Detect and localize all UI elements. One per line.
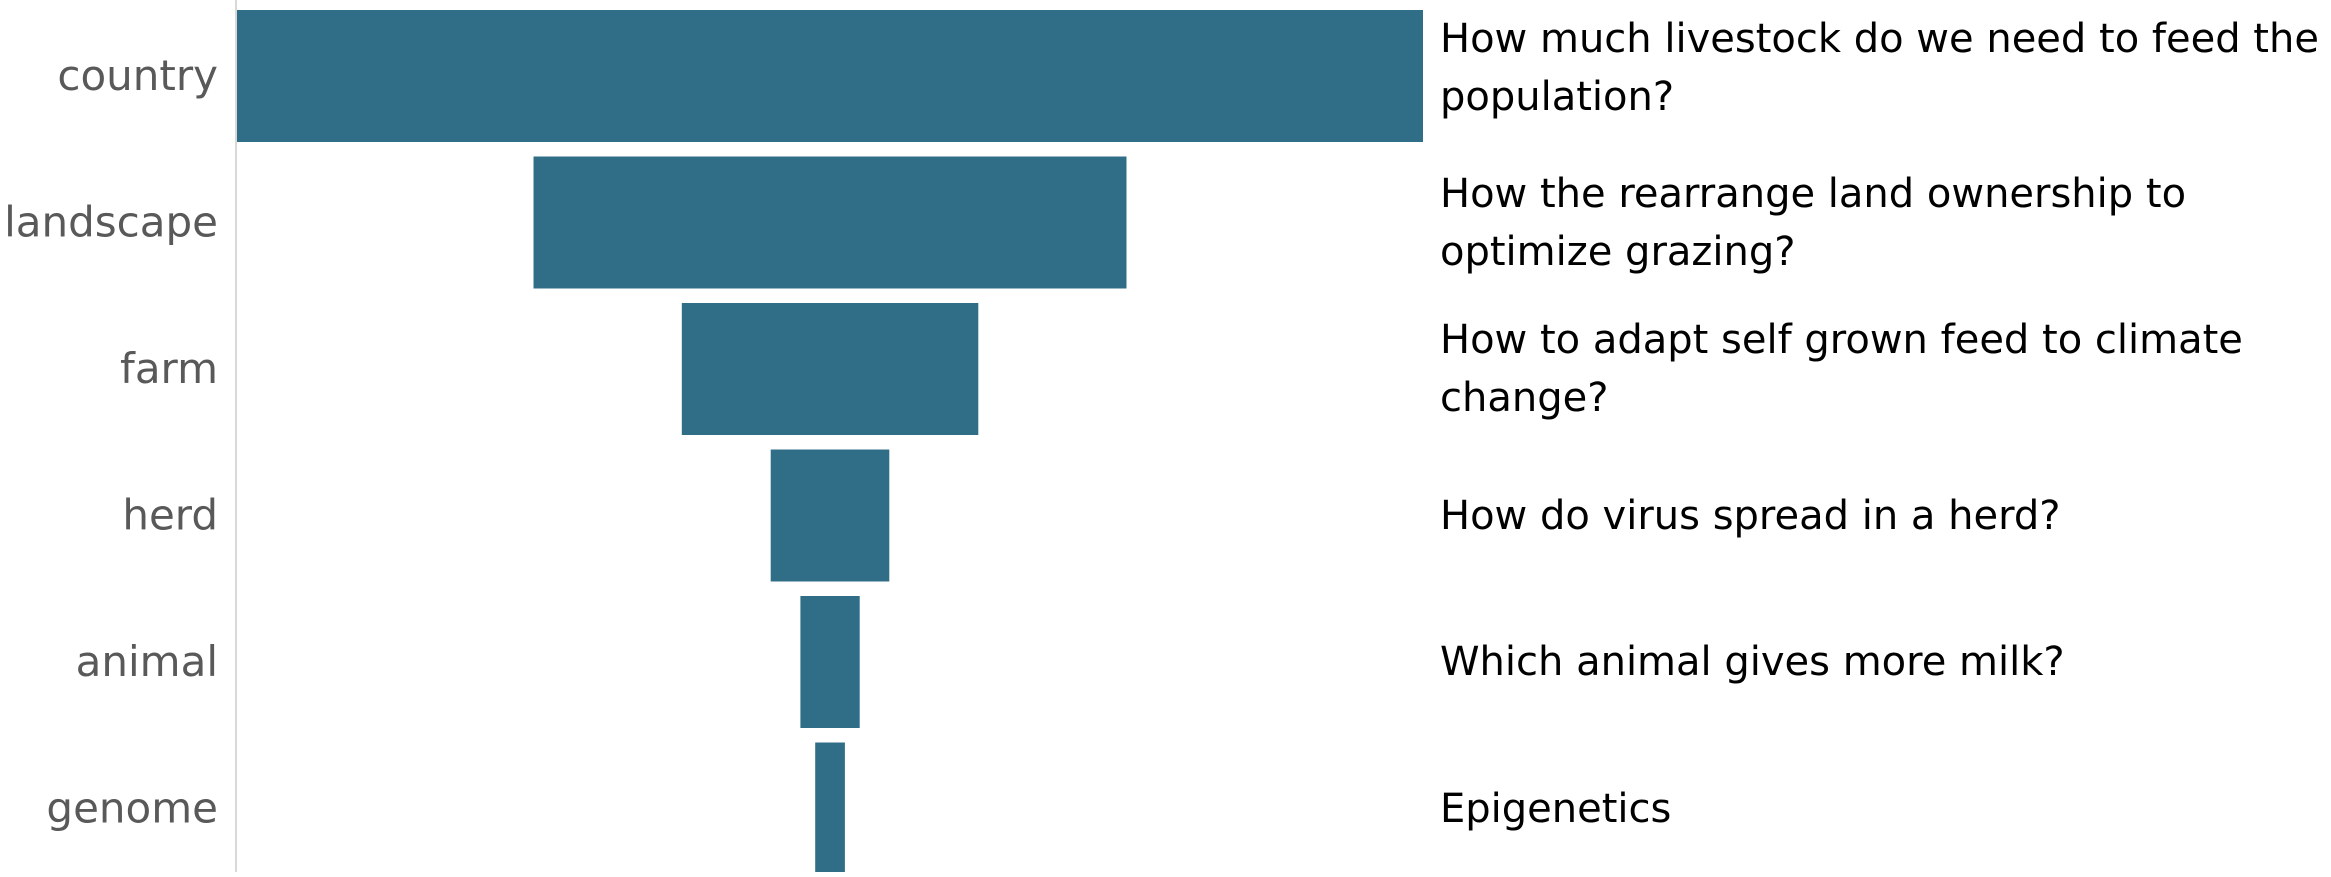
bar-genome <box>815 742 845 875</box>
bar-herd <box>770 449 890 582</box>
category-label-animal: animal <box>76 637 218 686</box>
category-label-landscape: landscape <box>4 198 218 247</box>
question-genome: Epigenetics <box>1440 785 1672 832</box>
bar-farm <box>681 303 979 435</box>
category-labels: country landscape farm herd animal genome <box>4 51 218 833</box>
category-label-farm: farm <box>120 344 218 393</box>
category-label-herd: herd <box>122 491 218 540</box>
bar-landscape <box>533 156 1127 289</box>
question-farm: How to adapt self grown feed to climate … <box>1440 317 2243 421</box>
bar-animal <box>800 596 860 728</box>
bars-group <box>237 10 1423 875</box>
category-label-country: country <box>57 51 218 100</box>
question-herd: How do virus spread in a herd? <box>1440 492 2061 539</box>
question-country: How much livestock do we need to feed th… <box>1440 16 2319 120</box>
question-animal: Which animal gives more milk? <box>1440 639 2065 685</box>
question-landscape: How the rearrange land ownership to opti… <box>1440 170 2187 275</box>
category-label-genome: genome <box>46 784 218 833</box>
bar-country <box>237 10 1423 142</box>
